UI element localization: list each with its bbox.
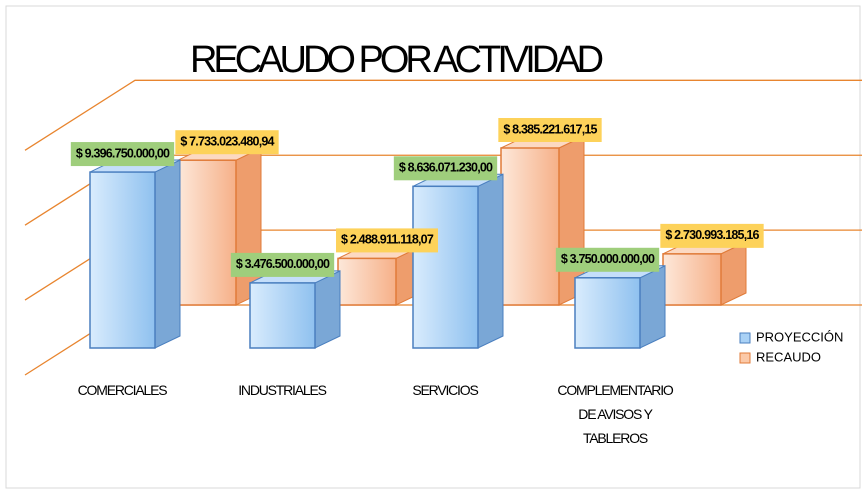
bar	[412, 173, 504, 349]
value-label-box	[175, 130, 279, 155]
value-label-box	[393, 156, 498, 181]
bar-side	[639, 264, 666, 349]
bar	[574, 264, 666, 349]
legend-label: RECAUDO	[756, 349, 821, 364]
x-tick-label: COMERCIALES	[77, 382, 168, 398]
grid-line	[24, 79, 862, 151]
value-label-box	[230, 252, 335, 277]
bar-front	[500, 147, 560, 306]
value-label-box	[555, 247, 660, 272]
value-label: $ 9.396.750.000,00	[70, 142, 175, 167]
x-tick-label: COMPLEMENTARIO DE AVISOS Y TABLEROS	[557, 382, 673, 446]
value-label: $ 8.636.071.230,00	[393, 156, 498, 181]
bar	[500, 135, 585, 306]
bar	[177, 147, 262, 306]
chart-border	[5, 5, 861, 489]
x-tick-label: INDUSTRIALES	[238, 382, 327, 398]
bar	[337, 245, 422, 306]
value-label: $ 2.730.993.185,16	[660, 223, 764, 248]
bar-side	[154, 159, 181, 349]
value-label-text: $ 9.396.750.000,00	[76, 146, 170, 160]
bar-side	[314, 270, 341, 349]
value-label-text: $ 3.476.500.000,00	[236, 257, 330, 271]
value-label-box	[336, 228, 438, 253]
value-label-text: $ 2.488.911.118,07	[341, 233, 434, 247]
bar-front	[177, 159, 237, 306]
bar-front	[412, 185, 479, 349]
value-label: $ 3.476.500.000,00	[230, 252, 335, 277]
value-label-text: $ 8.636.071.230,00	[399, 161, 493, 175]
chart-title: RECAUDO POR ACTIVIDAD	[190, 39, 603, 81]
value-label-box	[660, 223, 764, 248]
value-label-text: $ 8.385.221.617,15	[503, 122, 597, 136]
bar-front	[662, 253, 722, 306]
value-label: $ 2.488.911.118,07	[336, 228, 438, 253]
x-tick-label: SERVICIOS	[412, 382, 478, 398]
value-label-text: $ 2.730.993.185,16	[665, 228, 759, 242]
bar-front	[337, 257, 397, 306]
bar-front	[89, 171, 156, 349]
value-label: $ 7.733.023.480,94	[175, 130, 279, 155]
bar-front	[574, 277, 641, 349]
legend-label: PROYECCIÓN	[756, 329, 843, 344]
value-label-box	[70, 142, 175, 167]
value-label: $ 3.750.000.000,00	[555, 247, 660, 272]
legend-swatch	[739, 332, 751, 344]
bar	[249, 270, 341, 349]
value-label-text: $ 7.733.023.480,94	[180, 135, 274, 149]
bar	[662, 241, 747, 306]
value-label-box	[498, 118, 602, 143]
value-label: $ 8.385.221.617,15	[498, 118, 602, 143]
bar-front	[249, 282, 316, 349]
value-label-text: $ 3.750.000.000,00	[561, 252, 655, 266]
bar-side	[477, 173, 504, 349]
legend-swatch	[739, 352, 751, 364]
bar	[89, 159, 181, 349]
